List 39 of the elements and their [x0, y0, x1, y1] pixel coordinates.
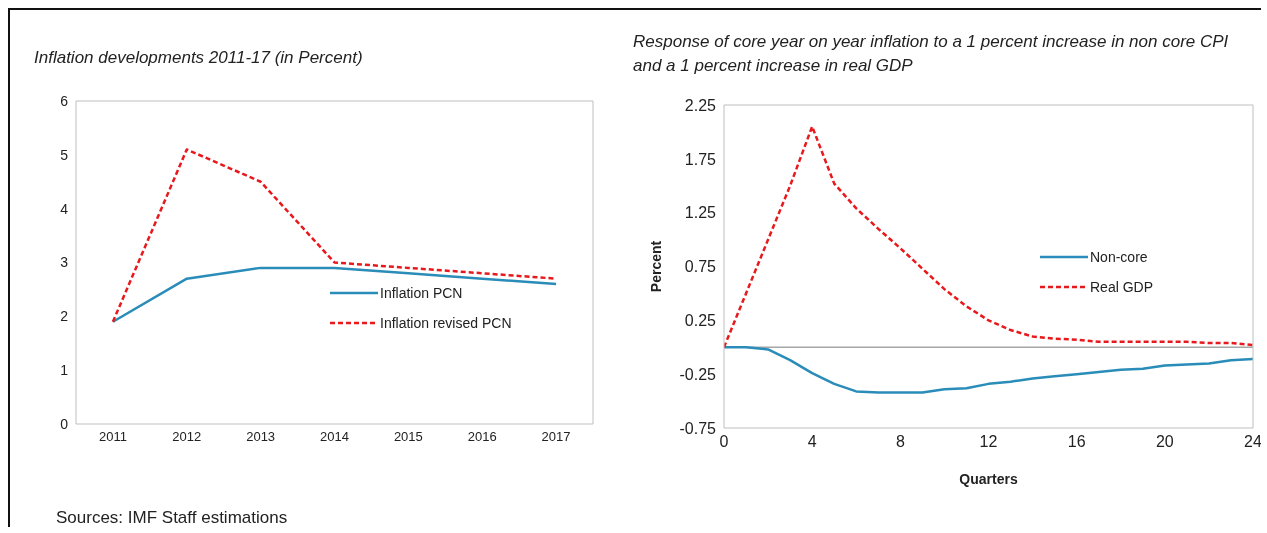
y-tick-label: -0.75	[679, 419, 717, 437]
x-tick-label: 12	[979, 433, 998, 451]
x-tick-label: 2011	[98, 429, 127, 445]
y-tick-label: 2.25	[684, 96, 717, 114]
y-tick-label: 2	[60, 308, 69, 325]
x-tick-label: 2015	[393, 429, 423, 445]
x-tick-label: 2017	[541, 429, 571, 445]
x-tick-label: 24	[1244, 433, 1262, 451]
x-tick-label: 16	[1067, 433, 1086, 451]
chart-title: Response of core year on year inflation to a 1 percent increase in non core CPI and a 1 percent increase in real GDP	[633, 31, 1230, 77]
y-axis-title: Percent	[647, 240, 664, 293]
x-axis-title: Quarters	[959, 471, 1018, 487]
y-tick-label: 5	[60, 146, 69, 163]
x-tick-label: 2014	[320, 429, 349, 445]
x-tick-label: 2016	[467, 429, 497, 445]
x-tick-label: 0	[719, 433, 729, 451]
legend-label: Real GDP	[1090, 279, 1154, 295]
x-tick-label: 8	[895, 433, 905, 451]
legend-label: Inflation PCN	[380, 285, 463, 301]
x-tick-label: 20	[1155, 433, 1174, 451]
y-tick-label: 0.25	[684, 312, 717, 330]
y-tick-label: 0.75	[684, 258, 717, 276]
y-tick-label: 4	[60, 200, 69, 217]
y-tick-label: 1.25	[684, 204, 717, 222]
y-tick-label: -0.25	[679, 365, 717, 383]
line-series	[724, 125, 1253, 349]
y-tick-label: 1.75	[684, 150, 717, 168]
x-tick-label: 2012	[172, 429, 202, 445]
y-tick-label: 6	[60, 92, 69, 109]
line-series	[724, 346, 1253, 394]
y-tick-label: 3	[60, 254, 69, 271]
y-tick-label: 1	[60, 362, 69, 379]
legend-label: Inflation revised PCN	[380, 315, 512, 331]
x-tick-label: 4	[807, 433, 817, 451]
source-note: Sources: IMF Staff estimations	[56, 508, 288, 528]
chart-title: Inflation developments 2011-17 (in Percent)	[34, 47, 364, 69]
y-tick-label: 0	[60, 415, 69, 432]
x-tick-label: 2013	[246, 429, 276, 445]
legend-label: Non-core	[1090, 249, 1148, 265]
